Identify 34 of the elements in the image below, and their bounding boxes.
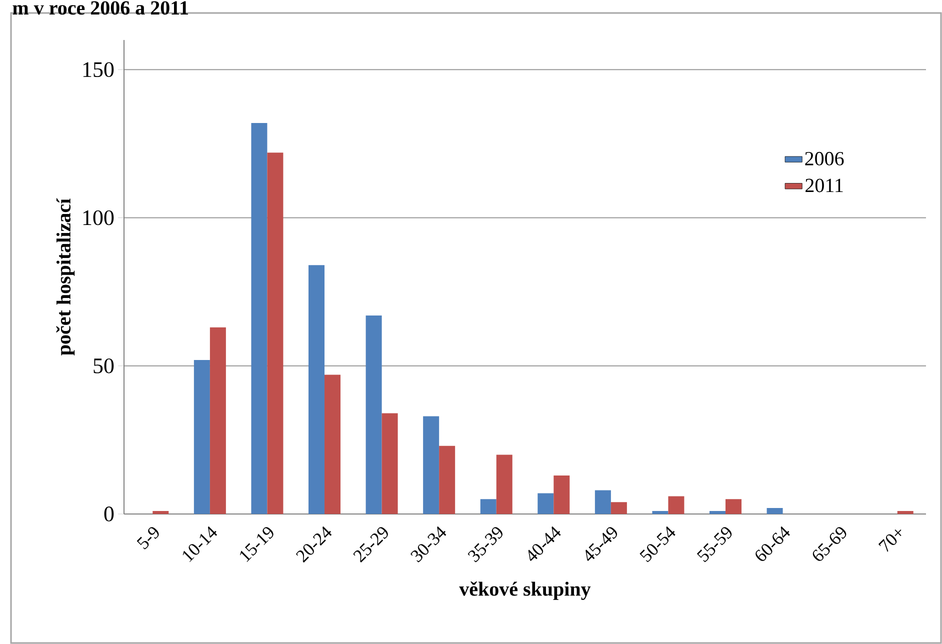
bar — [251, 122, 268, 514]
x-axis-title: věkové skupiny — [459, 582, 591, 600]
legend-label: 2011 — [806, 178, 843, 192]
y-tick-label: 0 — [104, 506, 114, 522]
bar — [594, 490, 611, 514]
bar — [710, 511, 726, 514]
bar — [554, 475, 570, 514]
bar — [897, 511, 914, 514]
y-tick-label: 100 — [83, 210, 114, 226]
bar — [210, 327, 226, 514]
y-axis-title: počet hospitalizací — [56, 198, 75, 356]
chart-title: m v roce 2006 a 2011 — [12, 1, 188, 15]
bar — [152, 511, 169, 514]
bar — [423, 416, 440, 514]
bar — [610, 502, 627, 514]
bar — [382, 413, 398, 514]
bar — [726, 499, 742, 514]
y-tick-label: 50 — [94, 358, 114, 374]
bar — [668, 496, 684, 514]
bar — [538, 493, 554, 514]
bar — [496, 454, 512, 514]
bar — [267, 152, 284, 514]
bar — [439, 446, 456, 514]
legend-label: 2006 — [805, 152, 844, 166]
y-tick-label: 150 — [83, 62, 114, 78]
bar — [480, 499, 496, 514]
x-tick-label: 5-9 — [136, 527, 159, 550]
x-tick-label: 70+ — [878, 530, 902, 552]
bar — [652, 511, 668, 514]
bar — [324, 374, 341, 514]
bar — [766, 508, 783, 514]
bar — [308, 265, 325, 514]
bar — [194, 360, 210, 514]
bar — [366, 316, 382, 514]
